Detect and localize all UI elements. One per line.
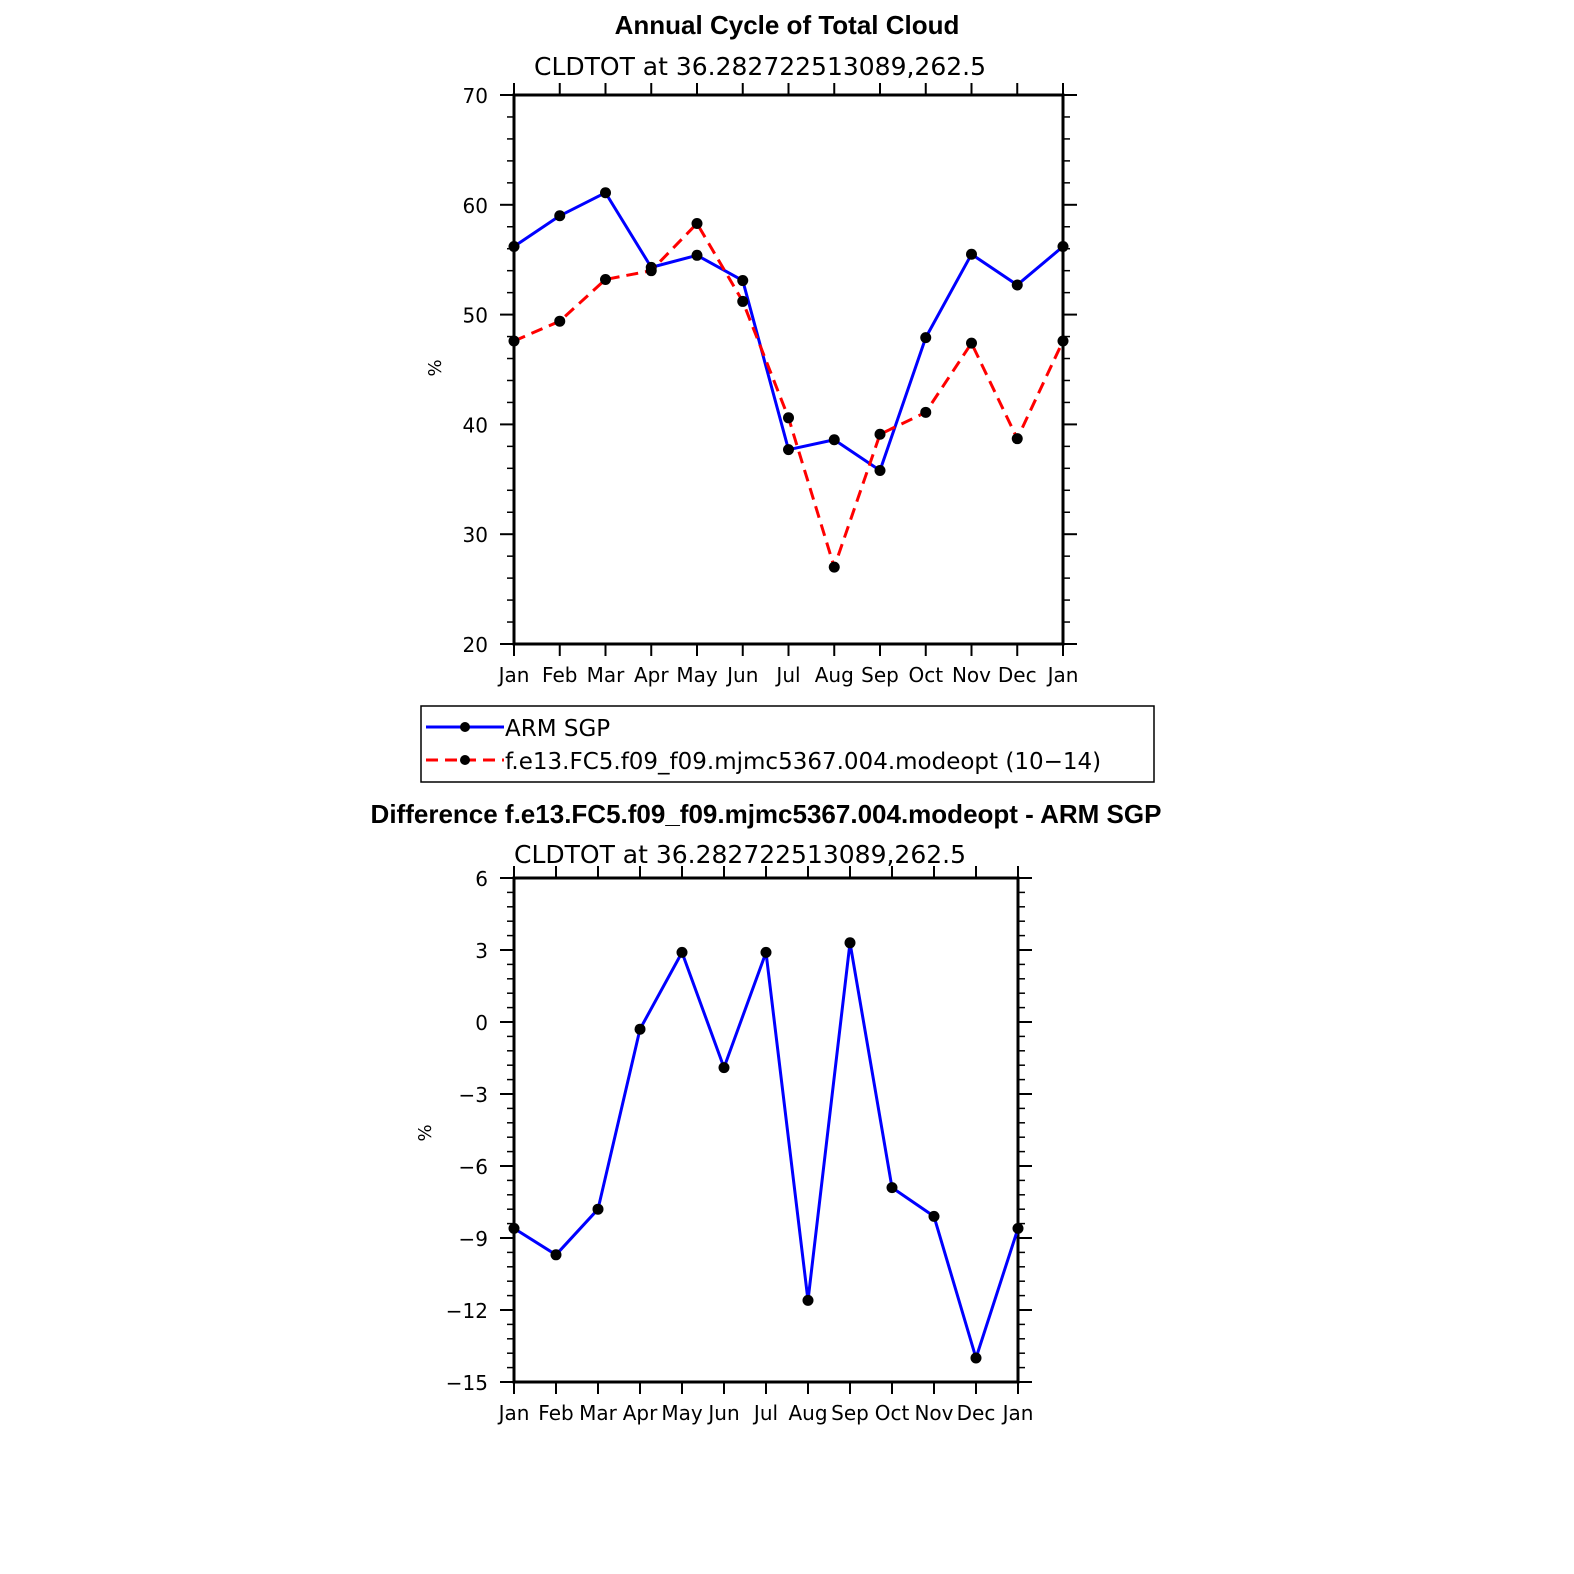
top-y-tick-label: 70 [463, 84, 488, 108]
bottom-series-0-point [634, 1023, 646, 1035]
bottom-y-tick-label: −15 [446, 1371, 488, 1395]
top-series-0-point [828, 434, 840, 446]
top-series-0-point [691, 249, 703, 261]
top-series-1-point [691, 217, 703, 229]
top-x-tick-label: Nov [952, 663, 991, 687]
top-series-0-point [1011, 279, 1023, 291]
top-y-tick-label: 40 [463, 413, 488, 437]
top-series-1-point [1057, 335, 1069, 347]
top-x-tick-label: Mar [587, 663, 626, 687]
legend-arm-sgp-marker [460, 722, 470, 732]
legend-model-marker [460, 755, 470, 765]
top-y-axis-label: % [425, 359, 446, 376]
bottom-series-0-point [970, 1352, 982, 1364]
bottom-series-0-point [886, 1182, 898, 1194]
bottom-x-tick-label: Apr [623, 1401, 658, 1425]
bottom-series-0-point [1012, 1222, 1024, 1234]
bottom-y-tick-label: −9 [459, 1227, 488, 1251]
top-x-tick-label: Oct [908, 663, 943, 687]
bottom-series-0-point [508, 1222, 520, 1234]
top-series-0-point [966, 248, 977, 260]
top-x-tick-label: Dec [998, 663, 1037, 687]
top-x-tick-label: Apr [634, 663, 669, 687]
top-x-tick-label: Jul [774, 663, 800, 687]
bottom-series-0-point [760, 946, 772, 958]
top-series-0-point [783, 444, 794, 456]
legend-model-label: f.e13.FC5.f09_f09.mjmc5367.004.modeopt (… [505, 749, 1101, 775]
top-series-1-point [645, 265, 657, 277]
top-series-1-point [874, 428, 886, 440]
bottom-x-tick-label: Jul [752, 1401, 778, 1425]
bottom-series-0-point [844, 937, 856, 949]
top-series-0-point [737, 275, 749, 287]
top-x-tick-label: Jan [1046, 663, 1079, 687]
top-series-1-point [920, 406, 932, 418]
bottom-y-tick-label: 3 [475, 939, 488, 963]
top-series-1-point [600, 273, 611, 285]
top-plot-area: 20 30 40 50 60 70 Jan Feb Mar Apr May Jun Jul Aug Sep O… [463, 83, 1079, 687]
top-series-0-point [920, 332, 932, 344]
bottom-y-tick-label: 0 [475, 1011, 488, 1035]
top-y-tick-label: 20 [463, 633, 488, 657]
top-series-0-point [600, 187, 611, 199]
top-x-tick-label: Feb [542, 663, 577, 687]
legend-arm-sgp-label: ARM SGP [505, 716, 610, 742]
bottom-y-tick-label: −3 [459, 1083, 488, 1107]
bottom-series-0-point [802, 1294, 814, 1306]
top-series-0-point [508, 241, 520, 253]
legend: ARM SGP f.e13.FC5.f09_f09.mjmc5367.004.m… [420, 705, 1155, 783]
bottom-x-tick-label: May [661, 1401, 703, 1425]
bottom-series-0-line [513, 941, 1020, 1360]
bottom-series-0-point [928, 1210, 940, 1222]
bottom-series-0-point [550, 1249, 562, 1261]
top-y-tick-label: 30 [463, 523, 488, 547]
bottom-x-tick-label: Aug [788, 1401, 827, 1425]
top-y-tick-label: 50 [463, 304, 488, 328]
bottom-series-0-point [676, 946, 688, 958]
top-series-1-line [513, 221, 1065, 569]
bottom-x-tick-label: Nov [914, 1401, 953, 1425]
top-x-tick-label: May [676, 663, 718, 687]
bottom-y-tick-label: −6 [459, 1155, 488, 1179]
top-series-1-point [966, 337, 977, 349]
top-series-0-point [1057, 241, 1069, 253]
bottom-series-0-point [592, 1203, 604, 1215]
bottom-x-tick-label: Oct [875, 1401, 910, 1425]
bottom-plot-area: −15 −12 −9 −6 −3 0 3 6 Jan Feb Mar Apr May Jun Jul Aug S… [446, 866, 1034, 1425]
top-x-tick-label: Jan [497, 663, 530, 687]
top-y-tick-label: 60 [463, 194, 488, 218]
top-series-1-point [737, 295, 749, 307]
bottom-y-tick-label: −12 [446, 1299, 488, 1323]
bottom-x-tick-label: Jan [497, 1401, 530, 1425]
bottom-x-tick-label: Mar [579, 1401, 618, 1425]
top-x-tick-label: Jun [725, 663, 758, 687]
top-chart-title: Annual Cycle of Total Cloud [615, 10, 960, 40]
bottom-x-tick-label: Feb [538, 1401, 573, 1425]
top-series-0-line [513, 191, 1064, 473]
top-series-1-point [783, 412, 794, 424]
bottom-chart-title: Difference f.e13.FC5.f09_f09.mjmc5367.00… [371, 799, 1162, 829]
top-series-1-point [1011, 433, 1023, 445]
top-series-1-point [828, 561, 840, 573]
top-series-0-point [874, 465, 886, 477]
bottom-series-0-point [718, 1062, 730, 1074]
bottom-y-axis-label: % [415, 1124, 436, 1141]
bottom-chart-subtitle: CLDTOT at 36.282722513089,262.5 [514, 840, 966, 869]
top-plot-frame [512, 93, 1065, 646]
top-series-0-point [554, 210, 566, 222]
top-series-1-point [554, 315, 566, 327]
bottom-y-tick-label: 6 [475, 867, 488, 891]
top-chart-subtitle: CLDTOT at 36.282722513089,262.5 [534, 52, 986, 81]
bottom-x-tick-label: Jun [706, 1401, 739, 1425]
legend-box [420, 705, 1155, 783]
bottom-x-tick-label: Dec [957, 1401, 996, 1425]
top-series-1-point [508, 335, 520, 347]
bottom-x-tick-label: Jan [1001, 1401, 1034, 1425]
bottom-x-tick-label: Sep [831, 1401, 869, 1425]
top-x-tick-label: Aug [815, 663, 854, 687]
top-x-tick-label: Sep [861, 663, 899, 687]
